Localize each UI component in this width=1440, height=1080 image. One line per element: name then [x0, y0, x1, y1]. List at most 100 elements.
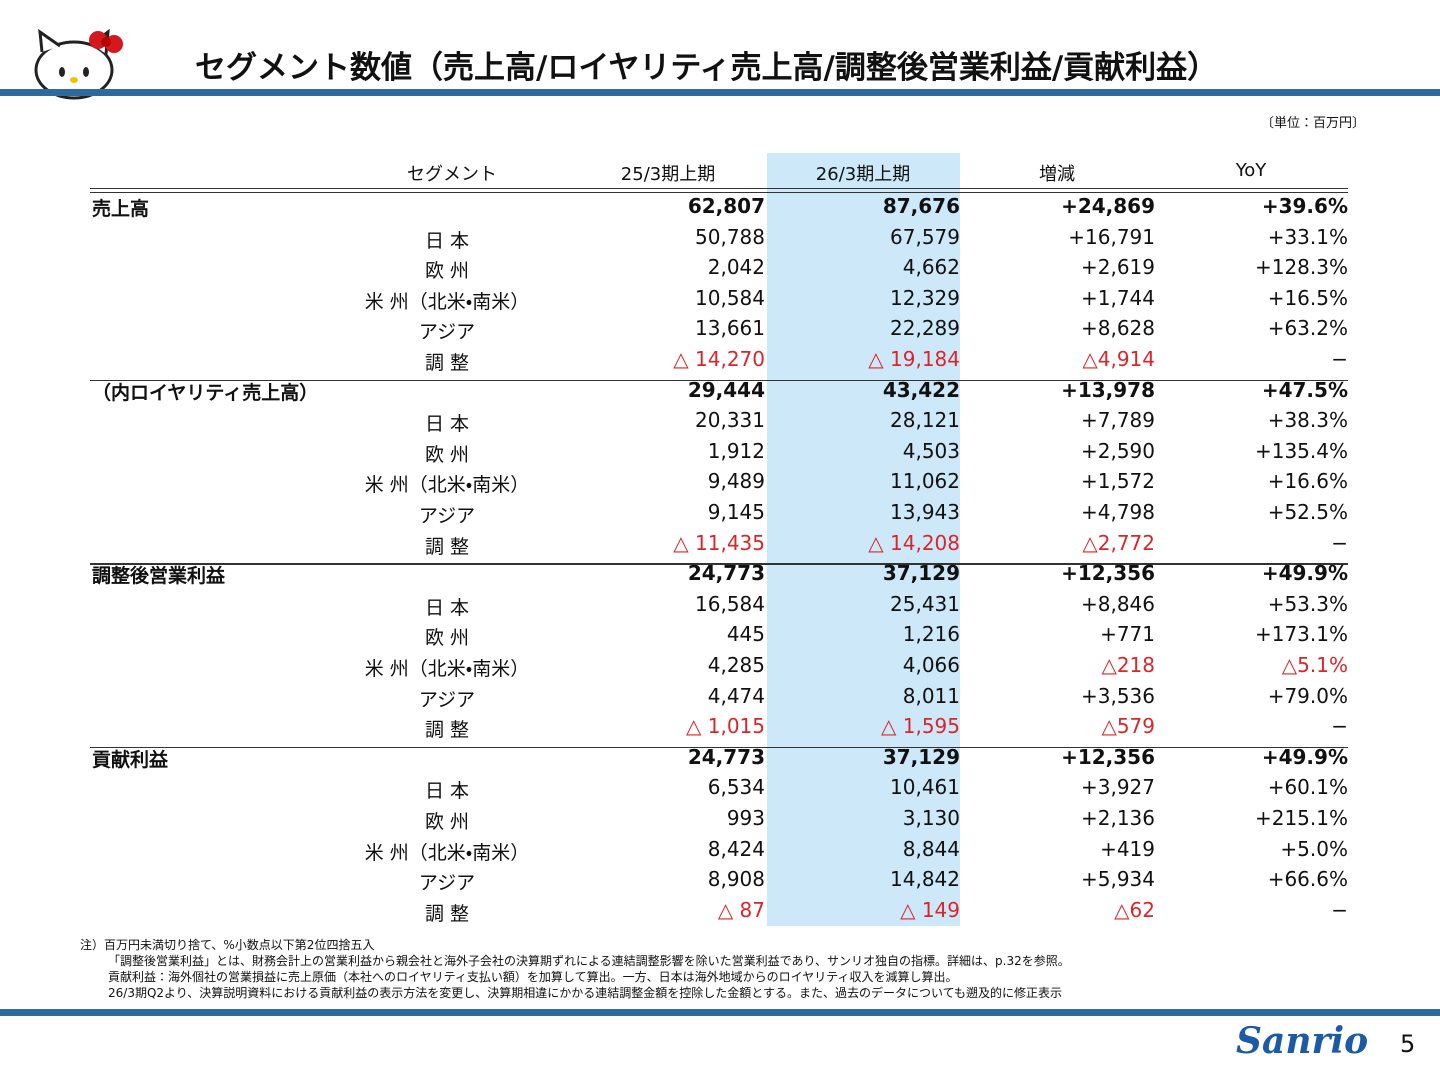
cell: 8,424 [707, 836, 765, 861]
cell: 4,066 [902, 653, 960, 677]
cell: 9,145 [707, 500, 765, 524]
row-label: 日 本 [424, 780, 470, 803]
cell: 62,807 [687, 194, 765, 218]
cell: +49.9% [1261, 561, 1348, 586]
cell: +49.9% [1261, 744, 1348, 769]
cell: △2,772 [1082, 530, 1155, 555]
cell: 37,129 [882, 561, 960, 586]
row-label: アジア [418, 688, 476, 711]
cell: 25,431 [890, 591, 960, 616]
cell: 87,676 [882, 194, 960, 218]
cell: 13,661 [695, 316, 765, 341]
cell: +38.3% [1267, 408, 1348, 433]
cell: +2,590 [1080, 438, 1155, 463]
cell: 6,534 [707, 775, 765, 800]
cell: △218 [1101, 653, 1155, 677]
column-header: 増減 [1039, 164, 1075, 185]
cell: +24,869 [1061, 194, 1155, 218]
cell: +12,356 [1061, 561, 1155, 586]
cell: 37,129 [882, 744, 960, 769]
cell: 24,773 [687, 561, 765, 586]
column-header: セグメント [407, 164, 497, 185]
rule [90, 188, 1348, 189]
column-header: 25/3期上期 [620, 164, 716, 185]
section-rule [90, 746, 1348, 749]
cell: +4,798 [1080, 500, 1155, 524]
cell: 22,289 [890, 316, 960, 341]
cell: 1,216 [902, 622, 960, 647]
cell: △ 19,184 [868, 347, 960, 371]
cell: +39.6% [1261, 194, 1348, 218]
row-label: アジア [418, 872, 476, 895]
cell: 29,444 [687, 377, 765, 402]
section-label: （内ロイヤリティ売上高） [92, 381, 319, 404]
row-label: 欧 州 [424, 443, 470, 466]
row-label: 日 本 [424, 596, 470, 619]
row-label: 調 整 [424, 352, 470, 374]
cell: +12,356 [1061, 744, 1155, 769]
cell: △ 14,270 [673, 347, 765, 371]
cell: △5.1% [1281, 653, 1348, 677]
row-label: アジア [418, 505, 476, 527]
cell: +7,789 [1080, 408, 1155, 433]
cell: 28,121 [890, 408, 960, 433]
row-label: 欧 州 [424, 811, 470, 833]
cell: +1,744 [1080, 285, 1155, 310]
cell: +33.1% [1267, 224, 1348, 249]
cell: 20,331 [695, 408, 765, 433]
cell: 24,773 [687, 744, 765, 769]
cell: △ 11,435 [673, 530, 765, 555]
cell: △579 [1101, 714, 1155, 739]
cell: 10,584 [695, 285, 765, 310]
rule [90, 192, 1348, 193]
row-label: 調 整 [424, 902, 470, 925]
cell: 8,844 [902, 836, 960, 861]
title: セグメント数値（売上高/ロイヤリティ売上高/調整後営業利益/貢献利益） [195, 50, 1219, 86]
cell: − [1331, 714, 1348, 739]
cell: +47.5% [1261, 377, 1348, 402]
cell: +1,572 [1080, 469, 1155, 494]
kitty-icon [34, 28, 123, 100]
row-label: 調 整 [424, 719, 470, 742]
cell: +66.6% [1267, 867, 1348, 892]
cell: 993 [726, 806, 765, 830]
cell: △ 1,595 [881, 714, 960, 739]
cell: +8,628 [1080, 316, 1155, 341]
row-label: アジア [418, 321, 476, 344]
row-label: 日 本 [424, 229, 470, 252]
cell: +53.3% [1267, 591, 1348, 616]
note: 注）百万円未満切り捨て、%小数点以下第2位四捨五入 [80, 938, 375, 952]
cell: +8,846 [1080, 591, 1155, 616]
section-rule [90, 563, 1348, 565]
row-label: 欧 州 [424, 627, 470, 650]
cell: 16,584 [695, 591, 765, 616]
cell: 43,422 [882, 377, 960, 402]
cell: +13,978 [1061, 377, 1155, 402]
cell: +3,536 [1080, 683, 1155, 708]
footer-bar [0, 1009, 1440, 1016]
cell: 8,011 [902, 683, 960, 708]
cell: 11,062 [890, 469, 960, 494]
cell: 14,842 [890, 867, 960, 892]
cell: − [1331, 530, 1348, 555]
cell: △ 149 [900, 897, 960, 922]
cell: 9,489 [707, 469, 765, 494]
row-label: 欧 州 [424, 260, 470, 283]
cell: 3,130 [902, 806, 960, 830]
cell: 4,474 [707, 683, 765, 708]
cell: +16,791 [1068, 224, 1155, 249]
cell: 8,908 [707, 867, 765, 892]
cell: △4,914 [1082, 347, 1155, 371]
cell: +5,934 [1080, 867, 1155, 892]
unit: 〔単位：百万円〕 [1260, 116, 1365, 131]
cell: − [1331, 347, 1348, 371]
cell: +52.5% [1267, 500, 1348, 524]
row-label: 調 整 [424, 535, 470, 558]
cell: +419 [1100, 836, 1155, 861]
note: 貢献利益：海外個社の営業損益に売上原価（本社へのロイヤリティ支払い額）を加算して… [108, 970, 958, 984]
cell: +173.1% [1254, 622, 1348, 647]
cell: 67,579 [890, 224, 960, 249]
cell: 4,285 [707, 653, 765, 677]
cell: +2,136 [1080, 806, 1155, 830]
